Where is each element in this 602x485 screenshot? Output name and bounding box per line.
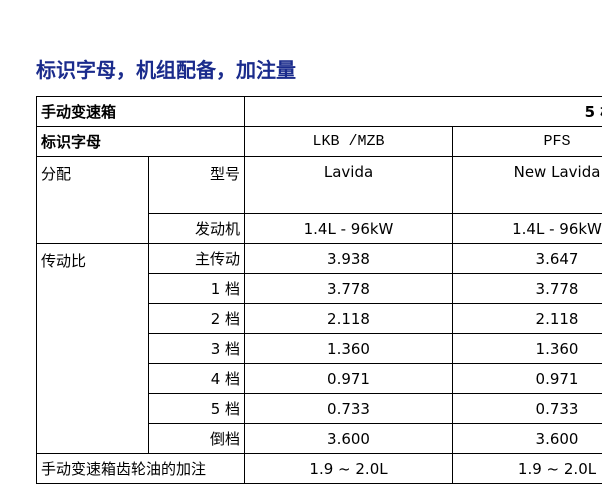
cell-value: 3.938 [244, 243, 454, 274]
code-label: 标识字母 [36, 126, 246, 157]
cell-value: 1.4L - 96kW [452, 213, 602, 244]
data-row: 4 档 0.971 0.971 [37, 363, 602, 394]
cell-value: New Lavida [452, 156, 602, 214]
cell-value: 3.600 [244, 423, 454, 454]
cell-value: 1.9 ~ 2.0L [244, 453, 454, 484]
footer-row: 手动变速箱齿轮油的加注 1.9 ~ 2.0L 1.9 ~ 2.0L [36, 453, 602, 484]
row-label: 3 档 [147, 333, 246, 364]
cell-value: 3.647 [452, 243, 602, 274]
data-row: 分配 型号 Lavida New Lavida [36, 156, 602, 244]
cell-value: Lavida [244, 156, 454, 214]
row-label: 发动机 [147, 213, 246, 244]
cell-value: 1.360 [244, 333, 454, 364]
cell-value: 3.778 [452, 273, 602, 304]
row-label: 型号 [147, 156, 246, 214]
header-value: 5 档 02J [244, 96, 602, 127]
data-row: 传动比 主传动 3.938 3.647 [36, 243, 602, 454]
row-label: 2 档 [147, 303, 246, 334]
data-row: 2 档 2.118 2.118 [37, 303, 602, 334]
data-row: 倒档 3.600 3.600 [37, 423, 602, 454]
row-label: 5 档 [147, 393, 246, 424]
cell-value: 0.733 [244, 393, 454, 424]
code-row: 标识字母 LKB /MZB PFS [36, 126, 602, 157]
group-label: 传动比 [36, 243, 149, 454]
footer-label: 手动变速箱齿轮油的加注 [36, 453, 246, 484]
row-label: 4 档 [147, 363, 246, 394]
code-value: LKB /MZB [244, 126, 454, 157]
cell-value: 2.118 [244, 303, 454, 334]
data-row: 5 档 0.733 0.733 [37, 393, 602, 424]
cell-value: 1.9 ~ 2.0L [452, 453, 602, 484]
cell-value: 1.360 [452, 333, 602, 364]
code-value: PFS [452, 126, 602, 157]
cell-value: 0.971 [452, 363, 602, 394]
page-title: 标识字母，机组配备，加注量 [36, 58, 296, 82]
header-label: 手动变速箱 [36, 96, 246, 127]
group-label: 分配 [36, 156, 149, 244]
cell-value: 0.733 [452, 393, 602, 424]
cell-value: 3.778 [244, 273, 454, 304]
row-label: 1 档 [147, 273, 246, 304]
row-label: 主传动 [147, 243, 246, 274]
cell-value: 0.971 [244, 363, 454, 394]
cell-value: 2.118 [452, 303, 602, 334]
cell-value: 1.4L - 96kW [244, 213, 454, 244]
cell-value: 3.600 [452, 423, 602, 454]
data-row: 3 档 1.360 1.360 [37, 333, 602, 364]
row-label: 倒档 [147, 423, 246, 454]
